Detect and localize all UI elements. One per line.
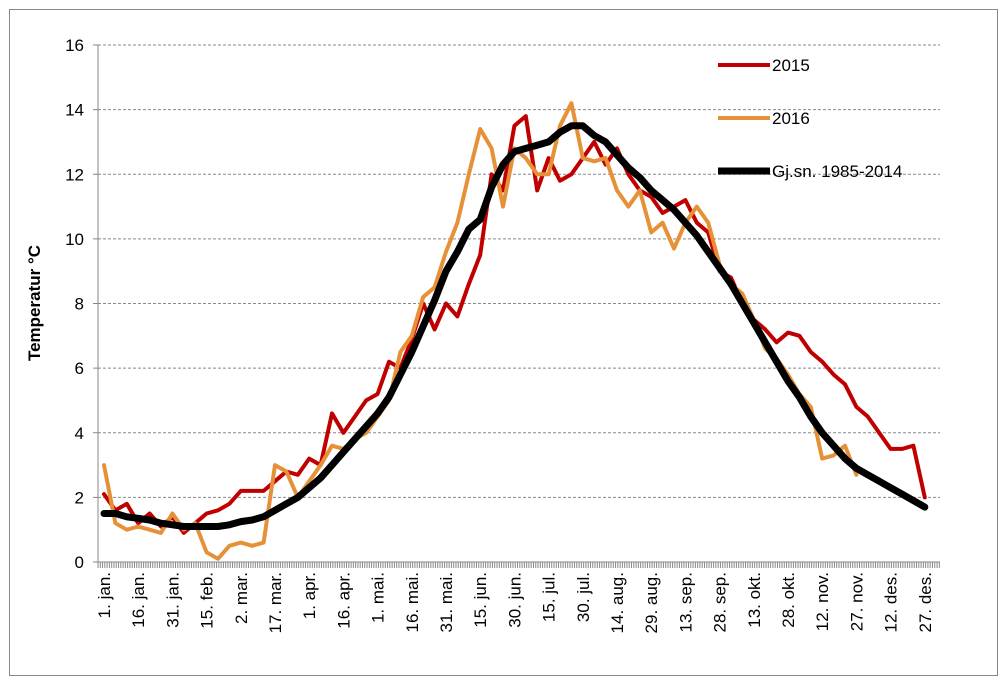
x-tick-label: 27. des.: [916, 572, 935, 633]
x-tick-label: 17. mar.: [266, 572, 285, 633]
y-tick-label: 8: [75, 295, 84, 314]
x-tick-label: 30. jul.: [574, 572, 593, 622]
y-tick-label: 16: [65, 36, 84, 55]
x-tick-label: 15. jul.: [540, 572, 559, 622]
legend-label: 2015: [772, 56, 810, 75]
x-tick-label: 1. apr.: [300, 572, 319, 619]
x-tick-label: 16. apr.: [334, 572, 353, 629]
x-tick-label: 1. mai.: [369, 572, 388, 623]
y-tick-label: 0: [75, 553, 84, 572]
x-tick-label: 13. sep.: [676, 572, 695, 633]
x-tick-label: 28. okt.: [779, 572, 798, 628]
series-line: [100, 122, 929, 530]
legend-label: Gj.sn. 1985-2014: [772, 162, 902, 181]
y-tick-label: 2: [75, 488, 84, 507]
x-tick-label: 16. jan.: [129, 572, 148, 628]
x-tick-label: 13. okt.: [745, 572, 764, 628]
x-tick-label: 30. jun.: [505, 572, 524, 628]
x-tick-label: 31. mai.: [437, 572, 456, 632]
x-tick-label: 31. jan.: [163, 572, 182, 628]
legend-label: 2016: [772, 109, 810, 128]
x-tick-label: 29. aug.: [642, 572, 661, 633]
y-tick-label: 14: [65, 101, 84, 120]
x-tick-label: 1. jan.: [95, 572, 114, 618]
x-tick-label: 28. sep.: [711, 572, 730, 633]
y-tick-label: 4: [75, 424, 84, 443]
x-tick-label: 12. nov.: [813, 572, 832, 631]
x-tick-label: 16. mai.: [403, 572, 422, 632]
y-tick-label: 10: [65, 230, 84, 249]
y-tick-label: 12: [65, 165, 84, 184]
x-tick-label: 15. jun.: [471, 572, 490, 628]
y-axis-label: Temperatur °C: [25, 245, 44, 361]
x-tick-label: 14. aug.: [608, 572, 627, 633]
x-tick-label: 27. nov.: [847, 572, 866, 631]
series-line: [102, 114, 927, 535]
x-tick-label: 2. mar.: [232, 572, 251, 624]
x-tick-label: 15. feb.: [198, 572, 217, 629]
y-tick-label: 6: [75, 359, 84, 378]
x-tick-label: 12. des.: [882, 572, 901, 633]
